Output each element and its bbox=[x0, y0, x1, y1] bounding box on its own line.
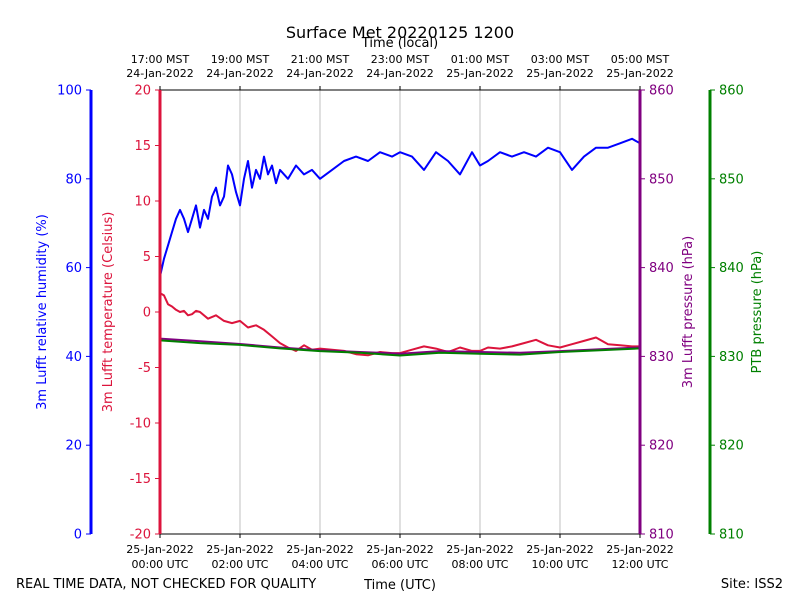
x-tick-label-date: 25-Jan-2022 bbox=[526, 543, 594, 556]
humidity-tick-label: 60 bbox=[65, 261, 82, 276]
ptb_pressure-tick-label: 810 bbox=[719, 528, 744, 543]
humidity-tick-label: 80 bbox=[65, 172, 82, 187]
humidity-series-line bbox=[159, 137, 641, 277]
temperature-tick-label: -10 bbox=[130, 417, 151, 432]
top-tick-label-date: 24-Jan-2022 bbox=[206, 67, 274, 80]
temperature-tick-label: 20 bbox=[134, 84, 151, 99]
humidity-tick-label: 100 bbox=[57, 84, 82, 99]
x-axis-label: Time (UTC) bbox=[363, 578, 436, 593]
plot-frame-group bbox=[159, 89, 641, 535]
ptb_pressure-tick-label: 850 bbox=[719, 172, 744, 187]
ptb_pressure-tick-label: 820 bbox=[719, 439, 744, 454]
ptb_pressure-series-line bbox=[159, 339, 641, 357]
lufft_pressure-tick-label: 860 bbox=[649, 84, 674, 99]
temperature-tick-label: 15 bbox=[134, 139, 151, 154]
footer-quality-note: REAL TIME DATA, NOT CHECKED FOR QUALITY bbox=[16, 577, 316, 592]
top-tick-label-time: 01:00 MST bbox=[451, 53, 510, 66]
top-tick-label-date: 25-Jan-2022 bbox=[606, 67, 674, 80]
temperature-tick-label: -5 bbox=[138, 361, 151, 376]
temperature-tick-label: 5 bbox=[143, 250, 151, 265]
top-tick-label-time: 17:00 MST bbox=[131, 53, 190, 66]
top-tick-label-date: 24-Jan-2022 bbox=[286, 67, 354, 80]
lufft_pressure-axis-label: 3m Lufft pressure (hPa) bbox=[681, 236, 696, 388]
top-tick-label-time: 19:00 MST bbox=[211, 53, 270, 66]
humidity-tick-label: 40 bbox=[65, 350, 82, 365]
humidity-tick-label: 0 bbox=[74, 528, 82, 543]
chart-title: Surface Met 20220125 1200 bbox=[286, 23, 514, 42]
top-tick-label-date: 24-Jan-2022 bbox=[126, 67, 194, 80]
temperature-tick-label: -15 bbox=[130, 472, 151, 487]
ptb_pressure-tick-label: 860 bbox=[719, 84, 744, 99]
x-tick-label-time: 06:00 UTC bbox=[371, 558, 428, 571]
temperature-tick-label: 10 bbox=[134, 195, 151, 210]
lufft_pressure-tick-label: 840 bbox=[649, 261, 674, 276]
lufft_pressure-tick-label: 810 bbox=[649, 528, 674, 543]
top-tick-label-time: 23:00 MST bbox=[371, 53, 430, 66]
series-layer bbox=[159, 137, 641, 357]
x-tick-label-date: 25-Jan-2022 bbox=[286, 543, 354, 556]
top-tick-label-date: 24-Jan-2022 bbox=[366, 67, 434, 80]
footer-site-label: Site: ISS2 bbox=[721, 577, 783, 592]
x-tick-label-time: 12:00 UTC bbox=[611, 558, 668, 571]
x-tick-label-time: 10:00 UTC bbox=[531, 558, 588, 571]
x-tick-label-date: 25-Jan-2022 bbox=[126, 543, 194, 556]
x-tick-label-date: 25-Jan-2022 bbox=[606, 543, 674, 556]
lufft_pressure-tick-label: 850 bbox=[649, 172, 674, 187]
x-tick-label-time: 00:00 UTC bbox=[131, 558, 188, 571]
temperature-tick-label: 0 bbox=[143, 306, 151, 321]
x-tick-label-date: 25-Jan-2022 bbox=[206, 543, 274, 556]
top-tick-label-date: 25-Jan-2022 bbox=[446, 67, 514, 80]
temperature-tick-label: -20 bbox=[130, 528, 151, 543]
lufft_pressure-tick-label: 830 bbox=[649, 350, 674, 365]
x-tick-label-time: 04:00 UTC bbox=[291, 558, 348, 571]
x-tick-layer: 25-Jan-2022 00:00 UTC 25-Jan-2022 02:00 UTC… bbox=[126, 53, 674, 571]
x-tick-label-time: 08:00 UTC bbox=[451, 558, 508, 571]
x-tick-label-date: 25-Jan-2022 bbox=[446, 543, 514, 556]
top-tick-label-time: 03:00 MST bbox=[531, 53, 590, 66]
x-tick-label-time: 02:00 UTC bbox=[211, 558, 268, 571]
x-tick-label-date: 25-Jan-2022 bbox=[366, 543, 434, 556]
top-tick-label-time: 21:00 MST bbox=[291, 53, 350, 66]
top-axis-label: Time (local) bbox=[361, 36, 438, 51]
top-tick-label-time: 05:00 MST bbox=[611, 53, 670, 66]
ptb_pressure-tick-label: 830 bbox=[719, 350, 744, 365]
ptb_pressure-tick-label: 840 bbox=[719, 261, 744, 276]
temperature-axis-label: 3m Lufft temperature (Celsius) bbox=[101, 212, 116, 413]
lufft_pressure-tick-label: 820 bbox=[649, 439, 674, 454]
top-tick-label-date: 25-Jan-2022 bbox=[526, 67, 594, 80]
humidity-axis-label: 3m Lufft relative humidity (%) bbox=[35, 214, 50, 410]
ptb_pressure-axis-label: PTB pressure (hPa) bbox=[750, 251, 765, 374]
humidity-tick-label: 20 bbox=[65, 439, 82, 454]
